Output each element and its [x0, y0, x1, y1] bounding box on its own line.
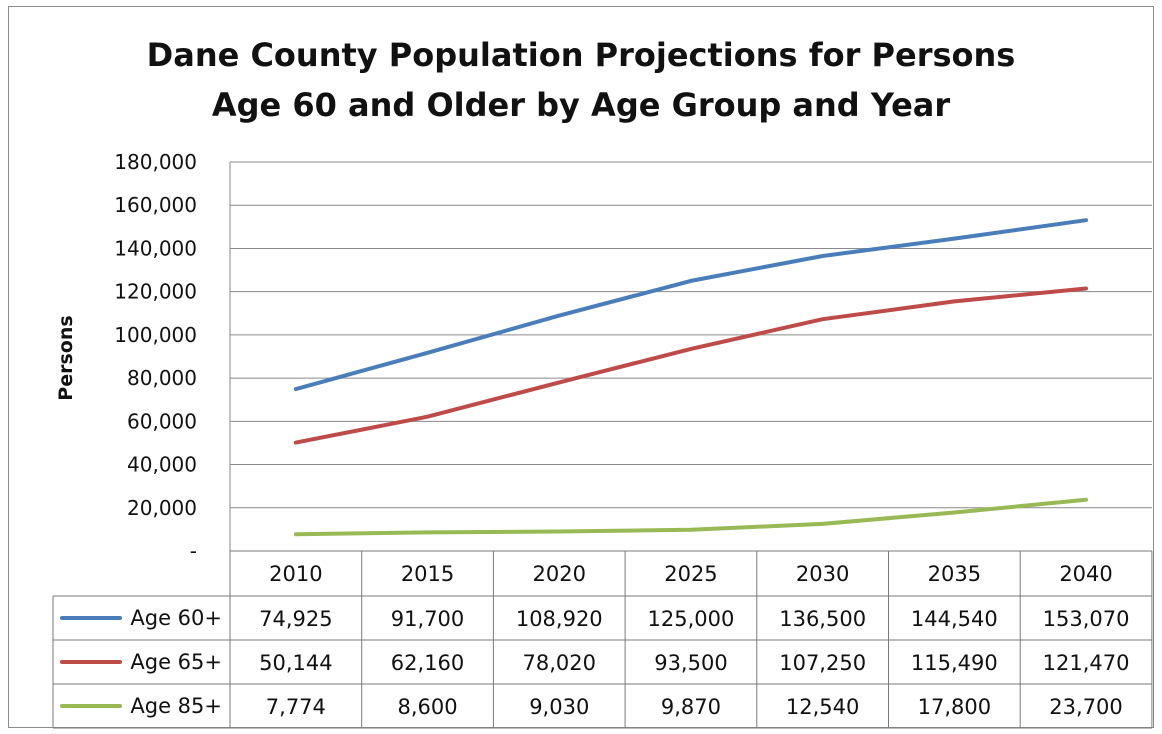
data-label: 74,925 — [259, 607, 332, 631]
data-label: 9,870 — [661, 695, 721, 719]
data-label: 136,500 — [779, 607, 866, 631]
gridlines — [229, 161, 1152, 551]
data-label: 93,500 — [654, 651, 727, 675]
chart-title-line-1: Dane County Population Projections for P… — [146, 36, 1016, 74]
data-label: 125,000 — [648, 607, 735, 631]
data-label: 144,540 — [911, 607, 998, 631]
legend-label-3: Age 85+ — [130, 694, 222, 718]
x-tick-label: 2030 — [796, 562, 849, 586]
chart-title-line-2: Age 60 and Older by Age Group and Year — [211, 86, 951, 124]
x-tick-label: 2035 — [928, 562, 981, 586]
data-label: 12,540 — [786, 695, 859, 719]
chart-frame — [8, 6, 1154, 728]
data-label: 78,020 — [523, 651, 596, 675]
series-line-3 — [293, 497, 1088, 537]
y-tick-label: 20,000 — [127, 496, 197, 520]
data-label: 62,160 — [391, 651, 464, 675]
y-tick-label: 100,000 — [114, 323, 197, 347]
data-label: 91,700 — [391, 607, 464, 631]
x-tick-label: 2040 — [1059, 562, 1112, 586]
legend-label-2: Age 65+ — [130, 650, 222, 674]
data-table: 2010 2015 2020 2025 2030 2035 2040 Age 60+ 74,92… — [52, 550, 1153, 729]
x-tick-label: 2015 — [401, 562, 454, 586]
data-label: 8,600 — [397, 695, 457, 719]
y-tick-label: 140,000 — [114, 236, 197, 260]
data-label: 108,920 — [516, 607, 603, 631]
data-label: 23,700 — [1049, 695, 1122, 719]
y-tick-label: 120,000 — [114, 280, 197, 304]
data-label: 107,250 — [779, 651, 866, 675]
y-tick-label: 40,000 — [127, 453, 197, 477]
y-axis-ticks: - 20,000 40,000 60,000 80,000 100,000 120,000 1… — [114, 150, 197, 563]
y-tick-label: 180,000 — [114, 150, 197, 174]
legend-label-1: Age 60+ — [130, 606, 222, 630]
x-tick-label: 2020 — [533, 562, 586, 586]
y-axis-label: Persons — [55, 315, 77, 400]
chart-title: Dane County Population Projections for P… — [0, 30, 1162, 130]
y-tick-label: 160,000 — [114, 193, 197, 217]
y-tick-label: - — [190, 539, 197, 563]
y-tick-label: 60,000 — [127, 409, 197, 433]
data-label: 9,030 — [529, 695, 589, 719]
x-tick-label: 2025 — [664, 562, 717, 586]
data-label: 121,470 — [1043, 651, 1130, 675]
data-label: 17,800 — [918, 695, 991, 719]
series-line-1 — [293, 218, 1088, 392]
x-tick-label: 2010 — [269, 562, 322, 586]
series-line-2 — [293, 286, 1088, 445]
data-label: 7,774 — [266, 695, 326, 719]
y-tick-label: 80,000 — [127, 366, 197, 390]
data-label: 115,490 — [911, 651, 998, 675]
data-label: 153,070 — [1043, 607, 1130, 631]
series-lines — [293, 218, 1088, 537]
data-label: 50,144 — [259, 651, 332, 675]
